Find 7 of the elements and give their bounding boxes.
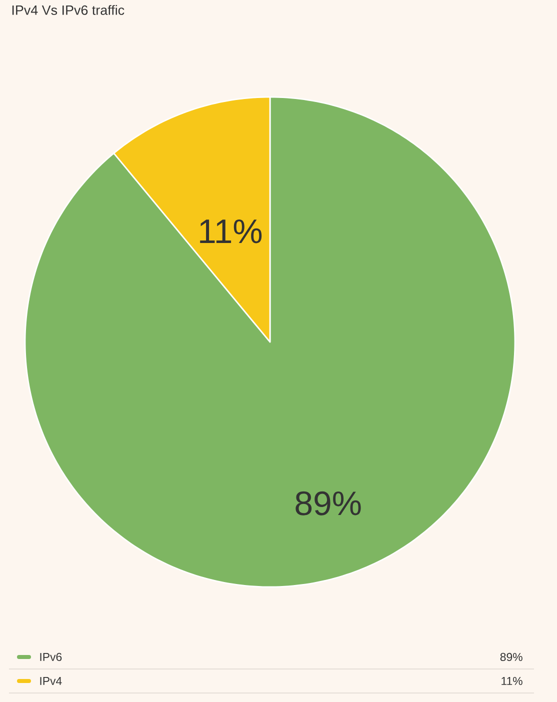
text: 89% — [500, 652, 522, 662]
chart-title: IPv4 Vs IPv6 traffic — [12, 5, 124, 15]
legend-label: IPv6 — [40, 652, 62, 662]
data-label: 89% — [296, 491, 361, 516]
data-label: 11% — [200, 219, 262, 244]
legend-label: IPv4 — [40, 677, 62, 685]
text: 11% — [502, 676, 522, 685]
